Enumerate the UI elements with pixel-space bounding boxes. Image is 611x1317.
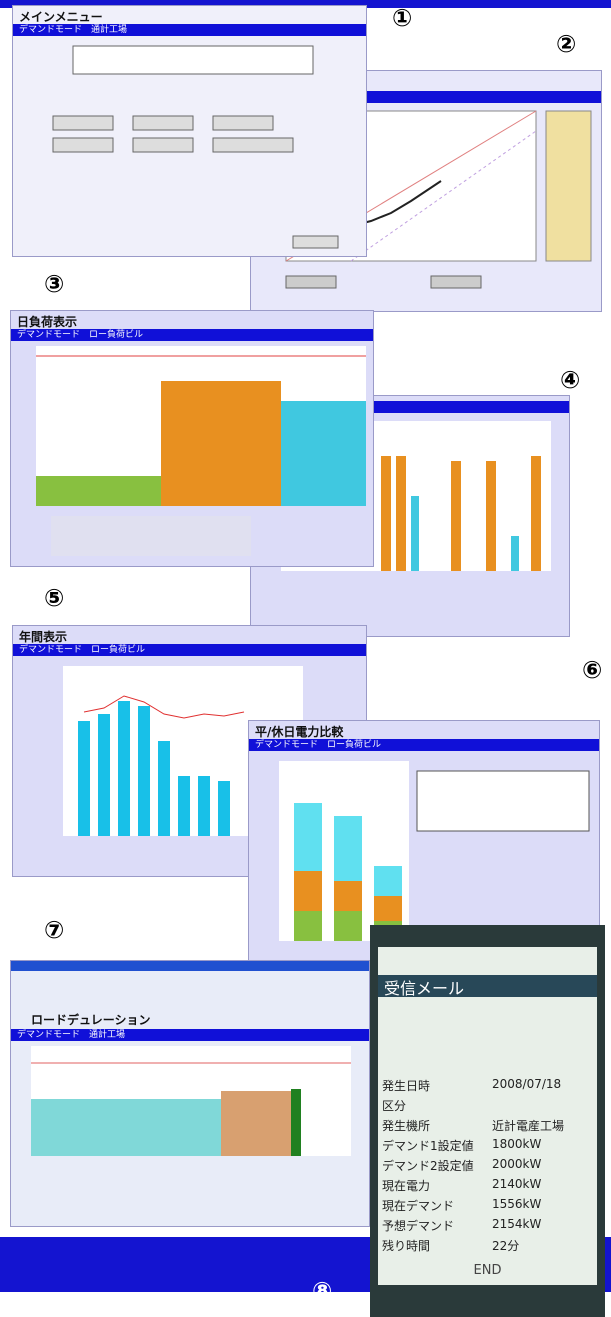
mail-value: 2000kW	[492, 1157, 542, 1171]
mail-value: 22分	[492, 1239, 520, 1253]
mail-label: デマンド2設定値	[382, 1159, 474, 1173]
compare-bar: デマンドモード ロー負荷ビル	[249, 739, 599, 751]
marker: ⑥	[582, 656, 603, 684]
compare-chart	[279, 761, 590, 941]
marker: ⑦	[44, 916, 65, 944]
phone-screen: 受信メール 発生日時 2008/07/18 区分発生機所 近計電産工場デマンド1設定値…	[378, 947, 597, 1285]
duration-bar: デマンドモード 通計工場	[11, 1029, 369, 1041]
mail-value: 1556kW	[492, 1197, 542, 1211]
daily-panel: 日負荷表示 デマンドモード ロー負荷ビル	[10, 310, 374, 567]
mail-value: 2008/07/18	[492, 1077, 562, 1091]
phone: 受信メール 発生日時 2008/07/18 区分発生機所 近計電産工場デマンド1設定値…	[370, 925, 605, 1317]
marker: ⑤	[44, 584, 65, 612]
menu-title: メインメニュー	[19, 10, 103, 24]
mail-row: 予想デマンド 2154kW	[382, 1217, 593, 1235]
mail-label: 現在デマンド	[382, 1199, 455, 1213]
window-title	[11, 961, 369, 971]
marker: ①	[392, 4, 413, 32]
marker: ②	[556, 30, 577, 58]
top-bar	[0, 0, 611, 8]
duration-panel: ロードデュレーション デマンドモード 通計工場	[10, 960, 370, 1227]
marker: ④	[560, 366, 581, 394]
yearly-title: 年間表示	[19, 630, 68, 644]
mail-row: 発生日時 2008/07/18	[382, 1077, 593, 1095]
mail-label: 残り時間	[382, 1239, 431, 1253]
duration-title: ロードデュレーション	[31, 1013, 151, 1027]
marker: ⑧	[312, 1277, 333, 1305]
mail-row: デマンド2設定値 2000kW	[382, 1157, 593, 1175]
mail-value: 2140kW	[492, 1177, 542, 1191]
mail-row: 残り時間 22分	[382, 1237, 593, 1255]
menu-controls	[52, 45, 339, 249]
mail-row: 現在電力 2140kW	[382, 1177, 593, 1195]
mail-value: 1800kW	[492, 1137, 542, 1151]
mail-label: デマンド1設定値	[382, 1139, 474, 1153]
mail-header: 受信メール	[378, 975, 597, 998]
mail-row: 発生機所 近計電産工場	[382, 1117, 593, 1135]
mail-row: 区分	[382, 1097, 593, 1115]
menu-bar: デマンドモード 通計工場	[13, 24, 366, 36]
mail-footer: END	[473, 1263, 502, 1278]
mail-label: 発生日時	[382, 1079, 431, 1093]
marker: ③	[44, 270, 65, 298]
mail-row: 現在デマンド 1556kW	[382, 1197, 593, 1215]
daily-title: 日負荷表示	[17, 315, 78, 329]
mail-value: 2154kW	[492, 1217, 542, 1231]
mail-label: 現在電力	[382, 1179, 431, 1193]
mail-label: 区分	[382, 1099, 407, 1113]
daily-bar: デマンドモード ロー負荷ビル	[11, 329, 373, 341]
duration-chart	[31, 1046, 351, 1156]
mail-label: 発生機所	[382, 1119, 431, 1133]
menu-panel: メインメニュー デマンドモード 通計工場	[12, 5, 367, 257]
mail-value: 近計電産工場	[492, 1119, 565, 1133]
mail-row: デマンド1設定値 1800kW	[382, 1137, 593, 1155]
yearly-bar: デマンドモード ロー負荷ビル	[13, 644, 366, 656]
compare-title: 平/休日電力比較	[255, 725, 344, 739]
mail-label: 予想デマンド	[382, 1219, 455, 1233]
daily-chart	[36, 346, 366, 556]
